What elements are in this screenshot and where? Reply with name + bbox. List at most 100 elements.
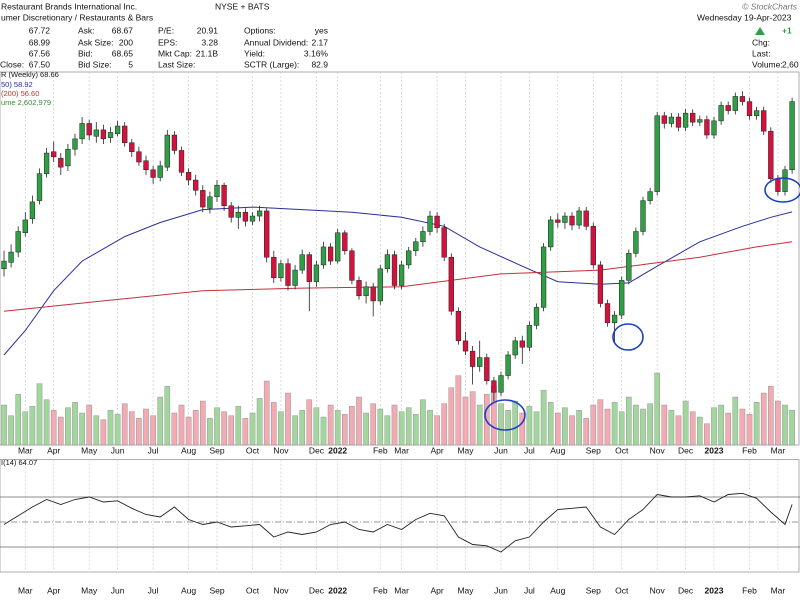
candle-body xyxy=(72,138,78,150)
volume-bar xyxy=(420,399,426,446)
candle-body xyxy=(370,286,376,302)
candle-body xyxy=(725,105,731,111)
up-arrow xyxy=(755,27,765,35)
volume-bar xyxy=(207,418,213,446)
volume-bar xyxy=(604,408,611,446)
volume-bar xyxy=(114,414,121,446)
labels: Mar Mar Apr Apr May May Jun Jun Jul Jul Aug Aug Sep S… xyxy=(1,70,785,595)
candle-body xyxy=(441,227,447,258)
candle-body xyxy=(256,210,263,217)
volume-bar xyxy=(65,407,71,446)
candle-body xyxy=(171,134,178,151)
volume-bar xyxy=(718,404,724,446)
quote-value: 67.72 xyxy=(29,25,51,35)
candle-body xyxy=(129,142,135,152)
volume-bar xyxy=(697,416,703,446)
x-tick-label: Mar xyxy=(771,445,786,455)
quote-value: 3.28 xyxy=(201,37,218,47)
volume-bar xyxy=(413,414,419,446)
volume-bar xyxy=(434,415,440,446)
volume-bar xyxy=(469,391,476,446)
candle-body xyxy=(704,119,710,136)
volume-bar xyxy=(349,406,355,446)
candle-body xyxy=(278,263,284,279)
highlight-circle xyxy=(484,399,526,431)
candle-body xyxy=(406,250,412,266)
candle-body xyxy=(384,254,391,270)
volume-bar xyxy=(242,418,249,446)
quote-value: 68.99 xyxy=(29,37,51,47)
candle-body xyxy=(775,178,781,192)
candle-body xyxy=(562,215,568,223)
quote-value: 68.65 xyxy=(112,48,134,58)
volume-bar xyxy=(768,386,774,446)
x-tick-label: Jun xyxy=(494,445,508,455)
quote-label: Close: xyxy=(0,59,24,69)
x-tick-label: Dec xyxy=(309,585,325,595)
volume-bar xyxy=(626,396,632,446)
candle-body xyxy=(136,151,142,163)
quote-value: yes xyxy=(315,25,328,35)
x-tick-label: Dec xyxy=(678,445,694,455)
candle-body xyxy=(711,120,717,136)
x-tick-label: Jun xyxy=(111,445,125,455)
candle-body xyxy=(143,160,149,171)
quote-label: Mkt Cap: xyxy=(158,48,192,58)
x-tick-label: Mar xyxy=(18,445,33,455)
quote-value: 2.17 xyxy=(311,37,328,47)
quote-label: Volume: xyxy=(752,59,783,69)
candle-body xyxy=(555,219,561,223)
x-tick-label: Jul xyxy=(524,445,535,455)
legend-entry: (200) 56.60 xyxy=(1,89,39,98)
candle-body xyxy=(65,148,71,167)
candle-body xyxy=(640,200,646,232)
volume-bar xyxy=(164,386,171,446)
x-tick-label: Jul xyxy=(148,585,159,595)
date: Wednesday 19-Apr-2023 xyxy=(697,12,792,22)
x-tick-label: Mar xyxy=(394,445,409,455)
candle-body xyxy=(420,231,426,243)
grid xyxy=(24,72,779,572)
candle-body xyxy=(569,215,575,226)
candle-body xyxy=(590,226,596,266)
candle-body xyxy=(498,375,504,393)
candle-body xyxy=(434,215,440,228)
volume-bar xyxy=(782,404,788,446)
volume-bar xyxy=(448,387,455,446)
candle-body xyxy=(299,254,305,271)
volume-bar xyxy=(661,404,668,446)
candle-body xyxy=(228,205,234,218)
x-tick-label: Sep xyxy=(209,445,224,455)
volume-bar xyxy=(100,419,107,446)
title: Restaurant Brands International Inc. xyxy=(1,1,137,11)
quote-value: 2,60 xyxy=(782,59,799,69)
candle-body xyxy=(768,130,774,180)
candle-body xyxy=(661,115,667,124)
candle-layer xyxy=(1,91,795,402)
candle-body xyxy=(122,125,128,143)
quote-label: Chg: xyxy=(752,37,770,47)
candle-body xyxy=(533,307,540,326)
candle-body xyxy=(718,105,724,122)
candle-body xyxy=(100,129,107,140)
x-tick-label: Sep xyxy=(586,445,601,455)
volume-bar xyxy=(50,410,57,446)
quote-label: EPS: xyxy=(158,37,177,47)
volume-bar xyxy=(732,396,739,446)
quote-label: P/E: xyxy=(158,25,174,35)
candle-body xyxy=(363,286,369,297)
candle-body xyxy=(604,303,611,324)
x-tick-label: Apr xyxy=(430,445,443,455)
exchange: NYSE + BATS xyxy=(215,1,270,11)
x-tick-label: May xyxy=(81,585,98,595)
legend-entry: ume 2,602,979 xyxy=(1,98,51,107)
candle-body xyxy=(235,211,241,218)
volume-bar xyxy=(569,415,575,446)
volume-bar xyxy=(633,404,639,446)
volume-bar xyxy=(576,410,582,446)
candle-body xyxy=(22,219,28,234)
volume-bar xyxy=(405,407,412,446)
moving-average xyxy=(3,241,793,312)
legend-title: R (Weekly) 68.66 xyxy=(1,70,59,79)
quote-value: 3.16% xyxy=(304,48,329,58)
